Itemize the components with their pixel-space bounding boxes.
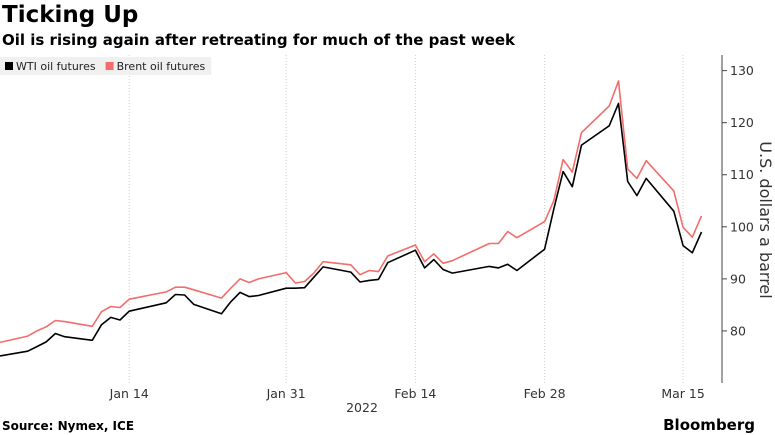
x-tick-label: Jan 14 <box>109 386 149 401</box>
y-tick-label: 80 <box>730 323 746 338</box>
legend-label: Brent oil futures <box>117 60 206 73</box>
line-series <box>0 80 703 344</box>
brand: Bloomberg <box>663 416 755 434</box>
legend: WTI oil futures Brent oil futures <box>0 57 212 75</box>
x-tick-label: Mar 15 <box>661 386 704 401</box>
legend-label: WTI oil futures <box>16 60 96 73</box>
y-tick-label: 90 <box>730 271 746 286</box>
y-axis-label: U.S. dollars a barrel <box>756 141 775 298</box>
legend-swatch <box>5 62 13 70</box>
chart-title: Ticking Up <box>2 2 138 28</box>
line-series <box>0 102 703 357</box>
source: Source: Nymex, ICE <box>2 419 134 433</box>
x-axis-label: 2022 <box>346 400 378 415</box>
y-tick-label: 130 <box>730 63 754 78</box>
chart-subtitle: Oil is rising again after retreating for… <box>2 31 516 49</box>
x-tick-label: Feb 14 <box>394 386 436 401</box>
y-tick-label: 110 <box>730 167 754 182</box>
y-tick-label: 120 <box>730 115 754 130</box>
x-tick-label: Feb 28 <box>524 386 566 401</box>
y-tick-label: 100 <box>730 219 754 234</box>
x-tick-label: Jan 31 <box>266 386 306 401</box>
legend-swatch <box>105 62 114 70</box>
